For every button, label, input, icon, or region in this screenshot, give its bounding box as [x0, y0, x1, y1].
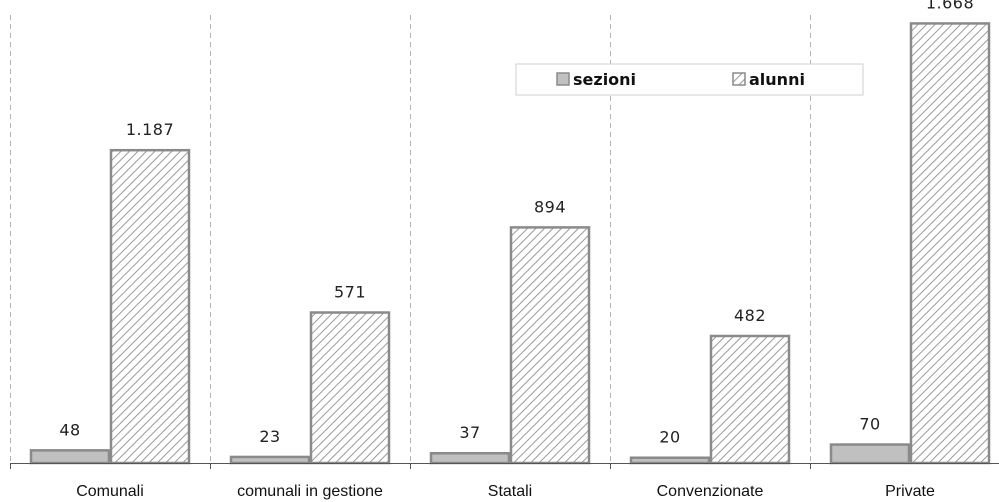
- legend-box: [515, 63, 864, 96]
- legend: sezioni alunni: [515, 63, 864, 96]
- bar-alunni: [309, 311, 391, 465]
- bar-alunni: [909, 22, 991, 465]
- legend-swatch-alunni: [732, 72, 746, 86]
- category-label: Statali: [488, 483, 532, 500]
- data-label-alunni: 482: [734, 306, 766, 325]
- data-label-alunni: 571: [334, 283, 366, 302]
- data-label-sezioni: 48: [59, 420, 80, 439]
- legend-label-sezioni: sezioni: [573, 70, 636, 89]
- axis-layer: Comunali comunali in gestione Statali Conve…: [10, 463, 999, 500]
- legend-swatch-sezioni: [556, 72, 570, 86]
- category-label: Private: [885, 483, 935, 500]
- bar-sezioni: [429, 451, 511, 465]
- category-label: comunali in gestione: [237, 483, 383, 500]
- bar-alunni: [509, 226, 591, 465]
- data-label-alunni: 894: [534, 197, 566, 216]
- bar-sezioni: [629, 456, 711, 465]
- bar-sezioni: [829, 443, 911, 465]
- category-label: Convenzionate: [657, 483, 764, 500]
- bar-alunni: [709, 334, 791, 465]
- bar-sezioni: [29, 449, 111, 465]
- bar-sezioni: [229, 455, 311, 465]
- legend-label-alunni: alunni: [749, 70, 805, 89]
- data-label-sezioni: 23: [259, 427, 280, 446]
- bar-alunni: [109, 148, 191, 465]
- data-label-sezioni: 70: [859, 415, 880, 434]
- data-label-alunni: 1.187: [126, 120, 174, 139]
- data-label-sezioni: 37: [459, 423, 480, 442]
- category-label: Comunali: [76, 483, 144, 500]
- data-label-sezioni: 20: [659, 428, 680, 447]
- data-label-alunni: 1.668: [926, 0, 974, 12]
- labels-layer: 48 23 37 20 70 1.187 571 894 482 1.668: [59, 0, 974, 447]
